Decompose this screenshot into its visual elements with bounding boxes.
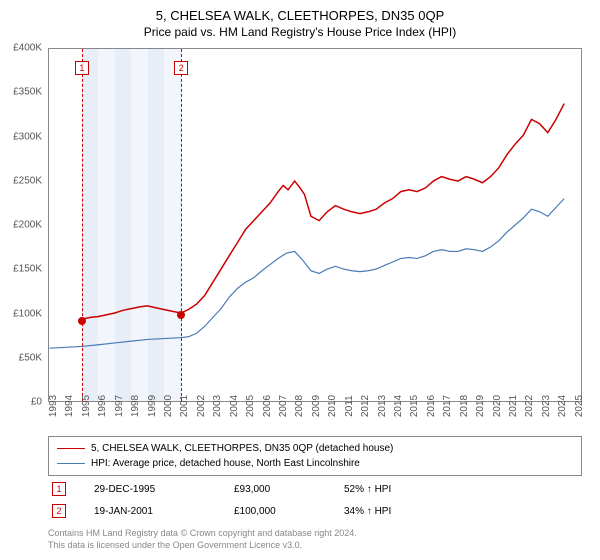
sale-marker-badge: 2 [174, 61, 188, 75]
y-tick-label: £200K [13, 220, 42, 231]
x-tick-label: 1999 [147, 395, 158, 417]
y-tick-label: £300K [13, 131, 42, 142]
y-tick-label: £400K [13, 43, 42, 54]
x-tick-label: 2011 [344, 395, 355, 417]
sale-row: 1 29-DEC-1995£93,00052% ↑ HPI [48, 478, 582, 500]
series-line-hpi [50, 199, 565, 349]
y-tick-label: £50K [19, 352, 42, 363]
legend-swatch [57, 448, 85, 449]
series-line-property [82, 104, 564, 320]
sale-price: £100,000 [234, 506, 344, 517]
x-tick-label: 1995 [81, 395, 92, 417]
x-tick-label: 2025 [574, 395, 585, 417]
legend-swatch [57, 463, 85, 464]
sale-marker-badge: 1 [75, 61, 89, 75]
sale-index-badge: 1 [52, 482, 66, 496]
x-tick-label: 1996 [97, 395, 108, 417]
x-tick-label: 2002 [196, 395, 207, 417]
x-axis: 1993199419951996199719981999200020012002… [48, 404, 582, 434]
footer-line-1: Contains HM Land Registry data © Crown c… [48, 528, 582, 540]
x-tick-label: 1994 [64, 395, 75, 417]
y-tick-label: £250K [13, 175, 42, 186]
sale-marker-dot [177, 311, 185, 319]
sale-row: 2 19-JAN-2001£100,00034% ↑ HPI [48, 500, 582, 522]
y-tick-label: £350K [13, 87, 42, 98]
sale-date: 29-DEC-1995 [94, 484, 234, 495]
x-tick-label: 2010 [327, 395, 338, 417]
x-tick-label: 2013 [377, 395, 388, 417]
plot-area: 12 [48, 48, 582, 402]
x-tick-label: 2012 [360, 395, 371, 417]
x-tick-label: 2021 [508, 395, 519, 417]
y-tick-label: £150K [13, 264, 42, 275]
chart-container: 5, CHELSEA WALK, CLEETHORPES, DN35 0QP P… [0, 0, 600, 560]
x-tick-label: 2005 [245, 395, 256, 417]
sale-delta: 34% ↑ HPI [344, 506, 444, 517]
footer-attribution: Contains HM Land Registry data © Crown c… [48, 528, 582, 551]
x-tick-label: 1993 [48, 395, 59, 417]
x-tick-label: 2000 [163, 395, 174, 417]
sale-marker-dot [78, 317, 86, 325]
x-tick-label: 2016 [426, 395, 437, 417]
legend: 5, CHELSEA WALK, CLEETHORPES, DN35 0QP (… [48, 436, 582, 476]
sale-marker-line [82, 49, 83, 401]
sale-marker-line [181, 49, 182, 401]
footer-line-2: This data is licensed under the Open Gov… [48, 540, 582, 552]
sale-delta: 52% ↑ HPI [344, 484, 444, 495]
x-tick-label: 2003 [212, 395, 223, 417]
x-tick-label: 2017 [442, 395, 453, 417]
chart-title: 5, CHELSEA WALK, CLEETHORPES, DN35 0QP [0, 0, 600, 23]
sale-price: £93,000 [234, 484, 344, 495]
y-axis: £0£50K£100K£150K£200K£250K£300K£350K£400… [0, 48, 46, 402]
x-tick-label: 2007 [278, 395, 289, 417]
x-tick-label: 2023 [541, 395, 552, 417]
x-tick-label: 1997 [114, 395, 125, 417]
x-tick-label: 2015 [409, 395, 420, 417]
legend-item: 5, CHELSEA WALK, CLEETHORPES, DN35 0QP (… [57, 441, 573, 456]
line-series-svg [49, 49, 581, 401]
x-tick-label: 2004 [229, 395, 240, 417]
x-tick-label: 1998 [130, 395, 141, 417]
x-tick-label: 2019 [475, 395, 486, 417]
sales-table: 1 29-DEC-1995£93,00052% ↑ HPI 2 19-JAN-2001… [48, 478, 582, 522]
x-tick-label: 2022 [524, 395, 535, 417]
x-tick-label: 2001 [179, 395, 190, 417]
chart-subtitle: Price paid vs. HM Land Registry's House … [0, 23, 600, 45]
x-tick-label: 2018 [459, 395, 470, 417]
legend-label: HPI: Average price, detached house, Nort… [91, 458, 360, 469]
x-tick-label: 2008 [294, 395, 305, 417]
legend-label: 5, CHELSEA WALK, CLEETHORPES, DN35 0QP (… [91, 443, 393, 454]
legend-item: HPI: Average price, detached house, Nort… [57, 456, 573, 471]
x-tick-label: 2024 [557, 395, 568, 417]
y-tick-label: £100K [13, 308, 42, 319]
x-tick-label: 2014 [393, 395, 404, 417]
x-tick-label: 2009 [311, 395, 322, 417]
x-tick-label: 2020 [492, 395, 503, 417]
sale-date: 19-JAN-2001 [94, 506, 234, 517]
x-tick-label: 2006 [262, 395, 273, 417]
y-tick-label: £0 [31, 397, 42, 408]
sale-index-badge: 2 [52, 504, 66, 518]
